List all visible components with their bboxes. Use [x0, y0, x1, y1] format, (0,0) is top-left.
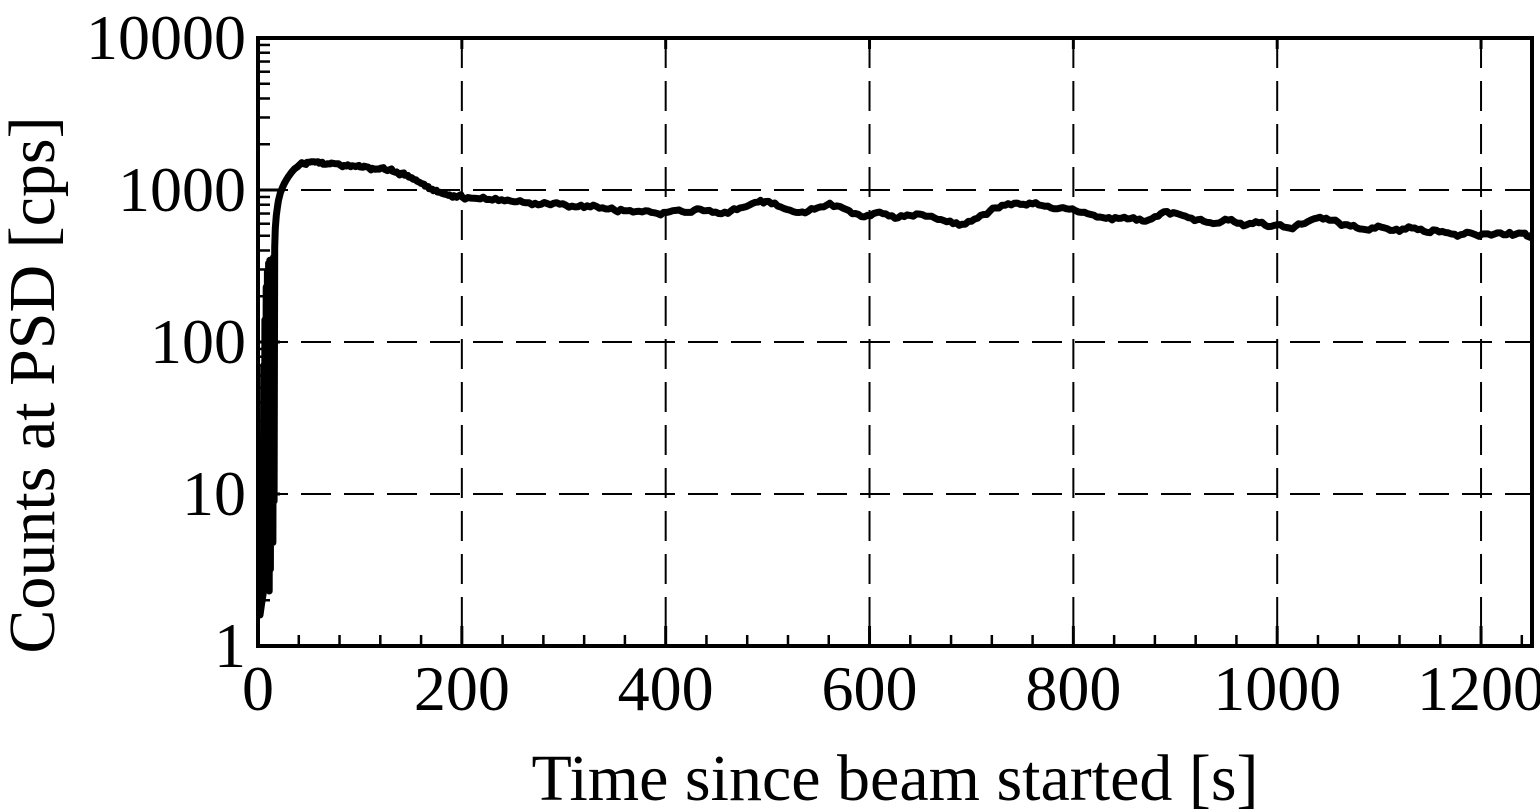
y-tick-label: 1000 [118, 154, 246, 225]
x-tick-label: 800 [1025, 653, 1121, 724]
data-series-line [258, 158, 1532, 619]
axis-ticks [256, 36, 1524, 648]
y-tick-labels: 1 10 100 1000 10000 [86, 2, 246, 681]
x-tick-label: 200 [414, 653, 510, 724]
x-tick-label: 1200 [1417, 653, 1540, 724]
x-tick-labels: 0 200 400 600 800 1000 1200 [242, 653, 1540, 724]
y-tick-label: 100 [150, 306, 246, 377]
x-tick-label: 1000 [1213, 653, 1341, 724]
y-tick-label: 10000 [86, 2, 246, 73]
y-tick-label: 10 [182, 458, 246, 529]
x-tick-label: 400 [618, 653, 714, 724]
y-tick-label: 1 [214, 610, 246, 681]
x-tick-label: 0 [242, 653, 274, 724]
y-axis-title: Counts at PSD [cps] [0, 116, 69, 653]
x-tick-label: 600 [822, 653, 918, 724]
x-axis-title: Time since beam started [s] [531, 742, 1258, 812]
grid-lines [258, 38, 1532, 646]
